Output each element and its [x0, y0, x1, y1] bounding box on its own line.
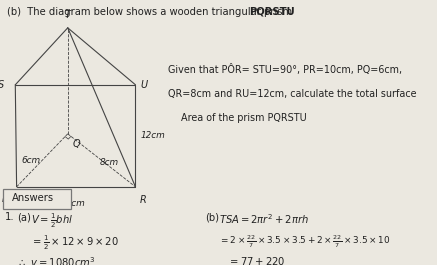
- Text: Area of the prism PQRSTU: Area of the prism PQRSTU: [181, 113, 307, 123]
- Text: $V = \frac{1}{2}bhl$: $V = \frac{1}{2}bhl$: [31, 212, 74, 230]
- Text: (b)  The diagram below shows a wooden triangular prism: (b) The diagram below shows a wooden tri…: [7, 7, 295, 17]
- Text: T: T: [65, 10, 71, 20]
- Text: P: P: [2, 194, 8, 204]
- FancyBboxPatch shape: [3, 189, 71, 209]
- Text: 1.: 1.: [5, 212, 15, 222]
- Text: Answers: Answers: [12, 193, 54, 203]
- Text: S: S: [0, 80, 4, 90]
- Text: $\therefore\ v = 1080cm^3$: $\therefore\ v = 1080cm^3$: [17, 255, 96, 265]
- Text: R: R: [140, 195, 146, 205]
- Text: (a): (a): [17, 212, 31, 222]
- Text: 10cm: 10cm: [61, 199, 86, 208]
- Text: $=2 \times \frac{22}{7} \times 3.5 \times 3.5 + 2 \times \frac{22}{7} \times 3.5: $=2 \times \frac{22}{7} \times 3.5 \time…: [219, 234, 391, 250]
- Text: Given that PÔR= STU=90°, PR=10cm, PQ=6cm,: Given that PÔR= STU=90°, PR=10cm, PQ=6cm…: [168, 64, 402, 75]
- Text: Q: Q: [72, 139, 80, 149]
- Text: $TSA = 2\pi r^2 + 2\pi rh$: $TSA = 2\pi r^2 + 2\pi rh$: [219, 212, 309, 226]
- Text: 6cm: 6cm: [22, 156, 41, 165]
- Text: U: U: [141, 80, 148, 90]
- Text: PQRSTU: PQRSTU: [249, 7, 295, 17]
- Text: (b): (b): [205, 212, 219, 222]
- Text: 12cm: 12cm: [141, 131, 166, 140]
- Text: $=77+220$: $=77+220$: [228, 255, 286, 265]
- Text: QR=8cm and RU=12cm, calculate the total surface: QR=8cm and RU=12cm, calculate the total …: [168, 89, 417, 99]
- Text: 8cm: 8cm: [100, 158, 119, 167]
- Text: $= \frac{1}{2} \times 12 \times 9 \times 20$: $= \frac{1}{2} \times 12 \times 9 \times…: [31, 234, 119, 252]
